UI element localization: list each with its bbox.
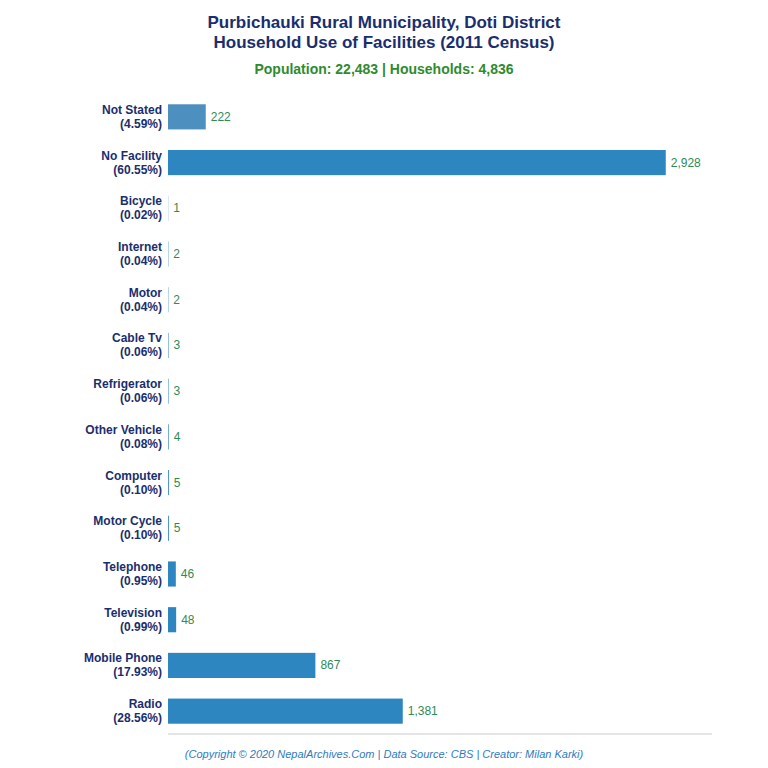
data-label: 2 [173,293,180,307]
data-label: 222 [211,110,231,124]
data-label: 2 [173,247,180,261]
category-label: Not Stated(4.59%) [102,103,162,131]
bar [168,196,169,221]
bar [168,241,169,266]
chart-container: Purbichauki Rural Municipality, Doti Dis… [0,0,768,768]
data-label: 3 [174,384,181,398]
category-label: Telephone(0.95%) [103,560,162,588]
data-label: 4 [174,430,181,444]
data-label: 46 [181,567,195,581]
category-label: Refrigerator(0.06%) [93,377,162,405]
annotation: (Copyright © 2020 NepalArchives.Com | Da… [185,748,584,760]
bars [168,104,666,723]
category-label: Motor Cycle(0.10%) [93,514,162,542]
bar [168,561,176,586]
bar [168,287,169,312]
bar [168,379,169,404]
category-label: Mobile Phone(17.93%) [84,651,162,679]
bar [168,653,315,678]
category-label: No Facility(60.55%) [101,149,162,177]
bar [168,424,169,449]
category-label: Motor(0.04%) [120,286,162,314]
bar [168,150,666,175]
bar [168,104,206,129]
data-label: 867 [320,658,340,672]
data-label: 5 [174,521,181,535]
category-label: Television(0.99%) [104,606,162,634]
category-label: Computer(0.10%) [105,469,162,497]
title: Purbichauki Rural Municipality, Doti Dis… [208,13,561,52]
chart: Purbichauki Rural Municipality, Doti Dis… [0,0,768,768]
category-label: Other Vehicle(0.08%) [85,423,162,451]
data-label: 5 [174,476,181,490]
category-label: Internet(0.04%) [118,240,162,268]
data-label: 1,381 [408,704,438,718]
data-label: 48 [181,613,195,627]
category-label: Radio(28.56%) [113,697,162,725]
data-label: 3 [174,338,181,352]
category-label: Cable Tv(0.06%) [112,331,162,359]
category-label: Bicycle(0.02%) [120,194,162,222]
bar [168,470,169,495]
bar [168,607,176,632]
data-label: 2,928 [671,156,701,170]
x-axis-line [168,734,712,735]
data-label: 1 [173,201,180,215]
bar [168,333,169,358]
bar [168,516,169,541]
bar [168,699,403,724]
background [0,0,768,768]
subtitle: Population: 22,483 | Households: 4,836 [254,61,513,77]
